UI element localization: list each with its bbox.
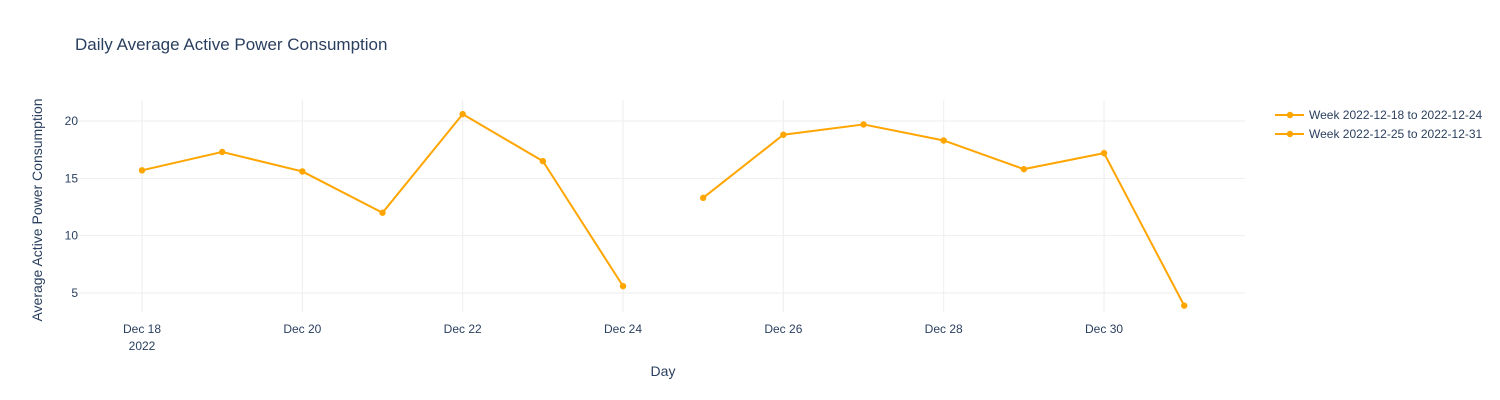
series-layer xyxy=(138,110,1188,309)
data-point xyxy=(299,168,306,175)
x-tick-label: Dec 30 xyxy=(1085,322,1123,336)
x-axis-ticks: Dec 18 Dec 20 Dec 22 Dec 24 Dec 26 Dec 28 Dec … xyxy=(123,322,1123,353)
data-point xyxy=(780,131,787,138)
data-point xyxy=(218,148,226,156)
legend-marker xyxy=(1286,130,1294,138)
data-point xyxy=(699,194,707,202)
x-tick-label: Dec 18 xyxy=(123,322,161,336)
y-tick-label: 10 xyxy=(65,229,79,243)
data-point xyxy=(138,167,146,174)
x-tick-label: Dec 24 xyxy=(604,322,642,336)
data-point xyxy=(379,209,386,216)
x-tick-label: Dec 28 xyxy=(925,322,963,336)
x-tick-label: Dec 20 xyxy=(283,322,321,336)
x-axis-title: Day xyxy=(651,363,676,379)
series-2 xyxy=(699,121,1188,309)
legend-label: Week 2022-12-25 to 2022-12-31 xyxy=(1309,127,1483,141)
data-point xyxy=(619,282,627,290)
legend-item[interactable]: Week 2022-12-25 to 2022-12-31 xyxy=(1275,127,1483,141)
data-point xyxy=(1100,149,1108,157)
legend-item[interactable]: Week 2022-12-18 to 2022-12-24 xyxy=(1275,108,1483,122)
data-point xyxy=(860,121,867,128)
series-1 xyxy=(138,110,627,290)
y-axis-ticks: 5 10 15 20 xyxy=(65,114,79,300)
data-point xyxy=(940,137,947,144)
y-axis-title: Average Active Power Consumption xyxy=(29,98,45,321)
x-tick-label: Dec 22 xyxy=(444,322,482,336)
legend[interactable]: Week 2022-12-18 to 2022-12-24 Week 2022-1… xyxy=(1275,108,1483,141)
series-line xyxy=(141,113,625,288)
data-point xyxy=(1020,165,1028,173)
x-tick-label: Dec 26 xyxy=(764,322,802,336)
y-tick-label: 15 xyxy=(65,171,79,185)
data-point xyxy=(539,157,547,165)
chart-title: Daily Average Active Power Consumption xyxy=(75,35,387,54)
x-tick-year-label: 2022 xyxy=(129,339,156,353)
data-point xyxy=(459,110,466,118)
data-point xyxy=(1181,302,1188,309)
legend-label: Week 2022-12-18 to 2022-12-24 xyxy=(1309,108,1483,122)
legend-marker xyxy=(1286,111,1294,119)
grid xyxy=(75,100,1245,312)
y-tick-label: 5 xyxy=(71,286,78,300)
y-tick-label: 20 xyxy=(65,114,79,128)
